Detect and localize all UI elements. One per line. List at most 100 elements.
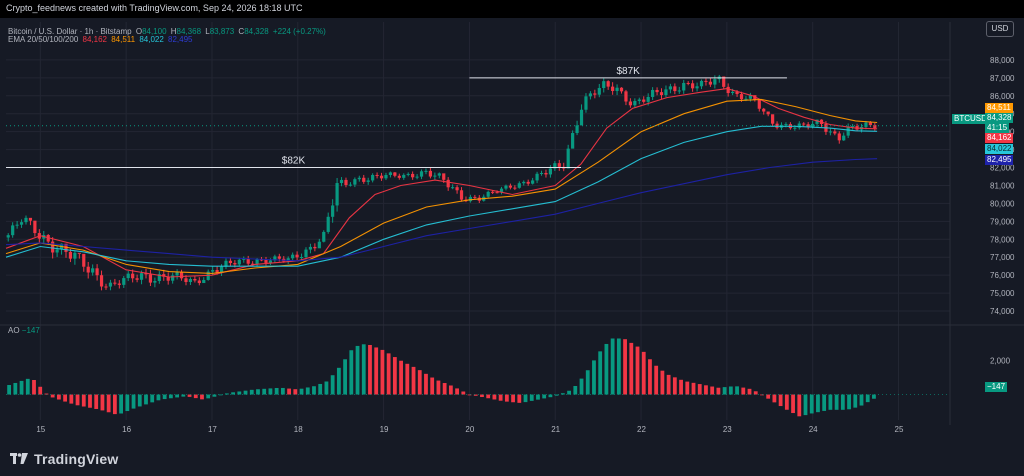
ao-bar: [666, 374, 671, 395]
ao-bar: [492, 394, 497, 400]
currency-button[interactable]: USD: [986, 21, 1014, 37]
ao-bar: [542, 394, 547, 399]
candle-body: [668, 86, 673, 90]
ema-line-ema200: [5, 158, 878, 262]
time-tick-label: 19: [380, 425, 389, 434]
candle-body: [91, 268, 95, 273]
ao-bar: [144, 394, 148, 405]
candle-body: [784, 124, 788, 126]
ao-bar: [200, 394, 204, 400]
candle-body: [606, 81, 610, 87]
candle-body: [566, 148, 570, 169]
ao-bar: [13, 382, 18, 395]
time-tick-label: 24: [809, 425, 818, 434]
candle-body: [624, 91, 628, 102]
ao-bar: [461, 391, 466, 395]
ao-bar: [772, 394, 777, 403]
tradingview-logo[interactable]: TradingView: [10, 449, 118, 469]
ao-bar: [529, 394, 534, 401]
candle-body: [686, 82, 690, 84]
ao-bar: [187, 394, 192, 397]
candle-body: [548, 168, 553, 175]
ao-bar: [778, 394, 783, 407]
candle-body: [193, 279, 197, 281]
ao-bar: [822, 394, 827, 411]
ao-bar: [274, 387, 279, 395]
ao-bar: [623, 339, 627, 395]
candle-body: [166, 276, 170, 281]
candle-body: [619, 87, 624, 92]
ema-line-ema100: [5, 125, 878, 267]
ao-bar: [131, 394, 136, 409]
candle-body: [593, 93, 597, 95]
ao-bar: [206, 394, 211, 399]
ao-bar: [249, 389, 254, 395]
close-label: C: [238, 27, 245, 36]
ao-bar: [504, 394, 509, 402]
candle-body: [726, 86, 730, 94]
time-tick-label: 15: [36, 425, 45, 434]
ao-bar: [156, 394, 161, 401]
ao-bar: [193, 394, 198, 399]
candle-body: [646, 96, 650, 102]
candle-body: [459, 190, 464, 200]
ao-bar: [324, 381, 329, 395]
ohlc-legend[interactable]: Bitcoin / U.S. Dollar · 1h · Bitstamp O8…: [8, 27, 328, 36]
candle-body: [139, 273, 144, 280]
ao-bar: [368, 344, 372, 395]
candle-body: [535, 173, 539, 181]
candle-body: [828, 131, 832, 133]
ao-bar: [859, 394, 864, 406]
candle-body: [664, 89, 668, 96]
candle-body: [308, 246, 313, 250]
candle-body: [682, 82, 686, 91]
ao-legend[interactable]: AO −147: [8, 326, 40, 335]
candle-body: [508, 185, 513, 188]
price-tick-label: 82,000: [990, 164, 1015, 173]
ao-bar: [436, 380, 441, 395]
ao-bar: [629, 342, 634, 395]
candle-body: [162, 274, 166, 277]
candle-body: [553, 163, 557, 169]
ao-bar: [760, 394, 764, 396]
price-tick-label: 77,000: [990, 253, 1015, 262]
candle-body: [202, 279, 206, 284]
price-tick-label: 86,000: [990, 92, 1015, 101]
ao-bar: [442, 383, 447, 395]
ao-bar: [81, 394, 86, 407]
ema-legend[interactable]: EMA 20/50/100/200 84,162 84,511 84,022 8…: [8, 35, 195, 44]
ema100-value: 84,022: [139, 35, 164, 44]
ao-bar: [598, 351, 603, 395]
ao-bar: [548, 394, 553, 398]
candle-body: [451, 187, 455, 189]
candle-body: [255, 259, 259, 264]
candle-body: [357, 177, 361, 180]
candle-body: [366, 180, 370, 182]
candle-body: [419, 171, 424, 177]
ao-bar: [517, 394, 522, 403]
ao-bar: [685, 381, 690, 395]
ao-bar: [710, 386, 715, 395]
ao-bar: [231, 392, 235, 395]
ao-bar: [560, 393, 565, 395]
candle-body: [468, 196, 473, 202]
ao-bar: [181, 394, 186, 397]
ao-bar: [237, 391, 242, 395]
ao-bar: [106, 394, 111, 413]
candle-body: [108, 282, 113, 287]
time-tick-label: 23: [723, 425, 732, 434]
low-value: 83,873: [209, 27, 235, 36]
candle-body: [851, 126, 855, 128]
ao-bar: [175, 394, 179, 398]
candle-body: [815, 119, 819, 124]
candle-body: [437, 173, 441, 176]
candle-body: [868, 122, 872, 126]
candle-body: [228, 260, 233, 264]
ao-bar: [287, 388, 291, 395]
ao-bar: [63, 394, 68, 402]
ao-bar: [536, 394, 540, 400]
ao-bar: [374, 347, 379, 395]
candle-body: [339, 179, 344, 184]
